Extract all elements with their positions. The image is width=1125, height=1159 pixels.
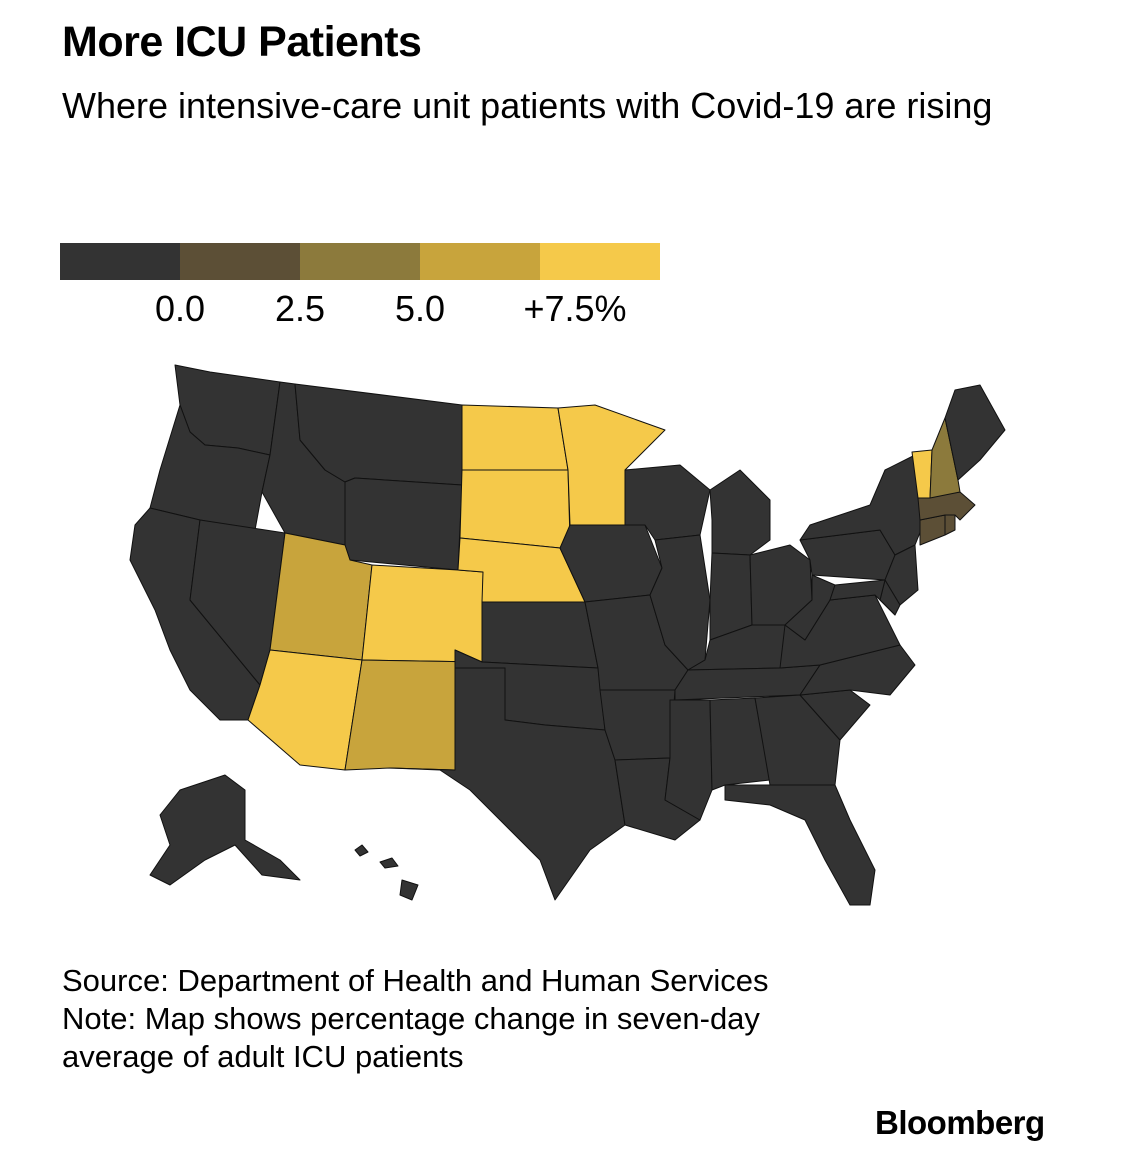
state-NH bbox=[929, 417, 961, 499]
legend-swatch bbox=[420, 243, 540, 280]
chart-footer: Source: Department of Health and Human S… bbox=[62, 962, 822, 1076]
state-AL bbox=[709, 697, 771, 791]
state-AZ bbox=[247, 649, 363, 771]
state-MI bbox=[709, 469, 771, 556]
legend-labels: 0.0 2.5 5.0 +7.5% bbox=[60, 288, 680, 332]
legend-label: +7.5% bbox=[523, 288, 627, 329]
state-HI bbox=[354, 844, 419, 901]
legend-swatch bbox=[300, 243, 420, 280]
chart-title: More ICU Patients bbox=[62, 18, 422, 66]
source-note: Source: Department of Health and Human S… bbox=[62, 963, 769, 998]
state-NJ bbox=[884, 544, 919, 606]
state-ND bbox=[461, 404, 569, 471]
state-SD bbox=[459, 469, 571, 549]
state-AR bbox=[599, 689, 676, 761]
state-WY bbox=[344, 477, 463, 571]
state-TX bbox=[389, 667, 626, 901]
state-MA bbox=[917, 491, 976, 521]
legend-label: 5.0 bbox=[394, 288, 446, 329]
chart-subtitle: Where intensive-care unit patients with … bbox=[62, 85, 993, 126]
state-RI bbox=[944, 514, 956, 536]
state-MS bbox=[664, 699, 713, 821]
legend-swatch bbox=[60, 243, 180, 280]
state-KS bbox=[481, 601, 599, 669]
color-legend bbox=[60, 243, 660, 280]
legend-swatch bbox=[540, 243, 660, 280]
state-GA bbox=[754, 694, 841, 786]
us-map bbox=[129, 364, 1006, 906]
legend-swatch bbox=[180, 243, 300, 280]
state-AK bbox=[149, 774, 301, 886]
bloomberg-logo: Bloomberg bbox=[875, 1104, 1045, 1141]
state-MD bbox=[829, 579, 896, 616]
legend-label: 0.0 bbox=[154, 288, 206, 329]
note-text: Note: Map shows percentage change in sev… bbox=[62, 1001, 760, 1074]
state-FL bbox=[724, 784, 876, 906]
legend-label: 2.5 bbox=[274, 288, 326, 329]
state-ME bbox=[944, 384, 1006, 481]
state-CO bbox=[361, 564, 484, 663]
